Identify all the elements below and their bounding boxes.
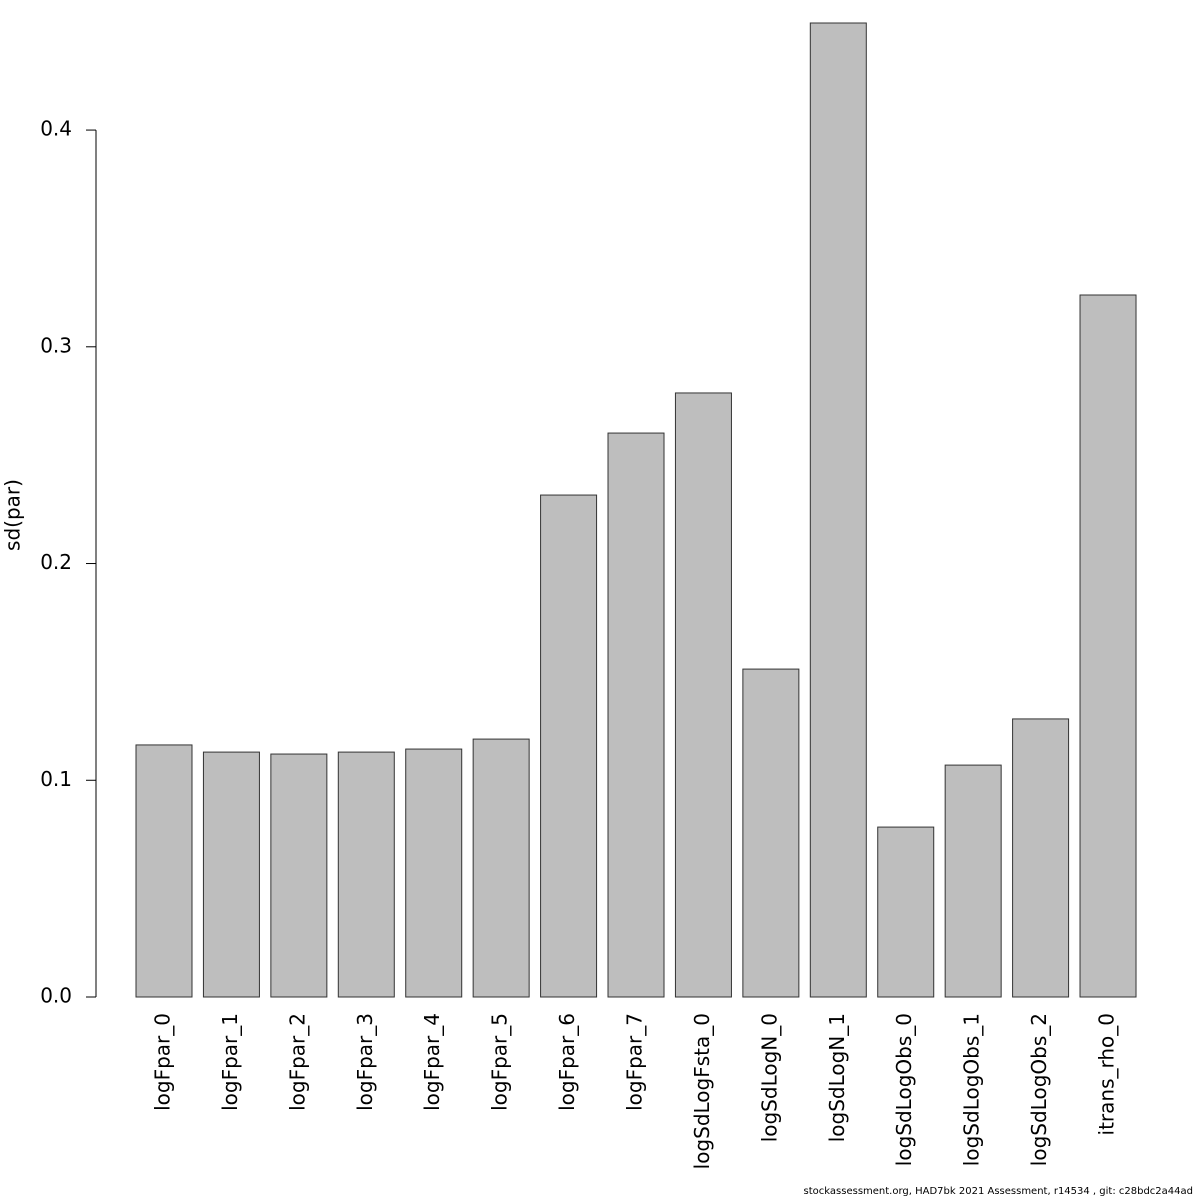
x-tick-label: itrans_rho_0 (1095, 1013, 1119, 1135)
bar (674, 392, 732, 998)
x-tick-label: logSdLogN_1 (825, 1013, 849, 1142)
x-tick-label: logFpar_4 (420, 1013, 444, 1111)
bar (202, 751, 260, 998)
bar (742, 668, 800, 998)
y-tick-label: 0.3 (40, 333, 72, 357)
y-tick-label: 0.0 (40, 984, 72, 1008)
x-tick-label: logFpar_5 (488, 1013, 512, 1111)
bar (809, 22, 867, 998)
bar (337, 751, 395, 998)
bar (135, 744, 193, 998)
bar (405, 748, 463, 998)
x-tick-label: logFpar_6 (555, 1013, 579, 1111)
bar (877, 826, 935, 998)
bar (944, 764, 1002, 998)
x-tick-label: logFpar_0 (151, 1013, 175, 1111)
x-tick-label: logFpar_1 (218, 1013, 242, 1111)
bar (1079, 294, 1137, 998)
x-tick-label: logSdLogN_0 (757, 1013, 781, 1142)
x-tick-label: logFpar_7 (623, 1013, 647, 1111)
bar (540, 494, 598, 998)
y-tick-label: 0.2 (40, 550, 72, 574)
x-tick-label: logSdLogObs_1 (960, 1013, 984, 1166)
y-tick-label: 0.4 (40, 117, 72, 141)
bar (607, 432, 665, 998)
y-tick-label: 0.1 (40, 767, 72, 791)
y-axis-label: sd(par) (1, 479, 25, 551)
bar (1012, 718, 1070, 998)
bar (270, 753, 328, 998)
footnote: stockassessment.org, HAD7bk 2021 Assessm… (804, 1186, 1193, 1197)
x-tick-label: logSdLogObs_2 (1027, 1013, 1051, 1166)
x-tick-label: logFpar_2 (285, 1013, 309, 1111)
bar (472, 738, 530, 998)
x-tick-label: logSdLogObs_0 (892, 1013, 916, 1166)
x-tick-label: logFpar_3 (353, 1013, 377, 1111)
x-tick-label: logSdLogFsta_0 (690, 1013, 714, 1169)
